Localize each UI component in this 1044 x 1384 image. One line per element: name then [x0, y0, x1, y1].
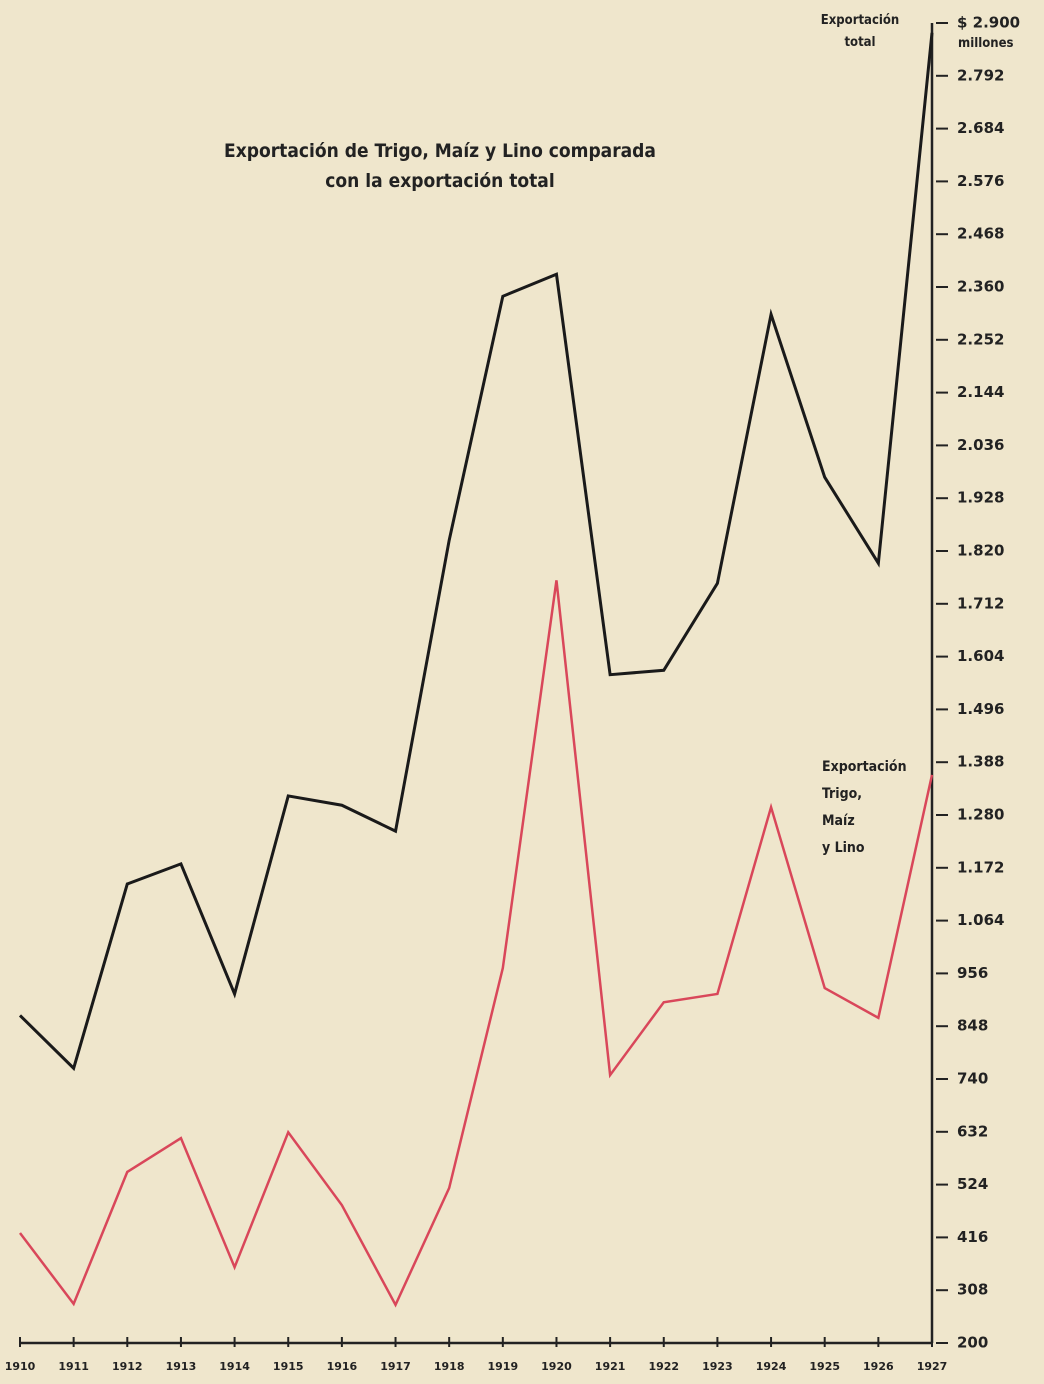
- y-tick-label: 848: [957, 1017, 988, 1035]
- x-tick-label: 1914: [219, 1360, 250, 1373]
- y-tick-label: 524: [957, 1175, 988, 1193]
- y-tick-label: 1.388: [957, 753, 1004, 771]
- y-tick-label: 2.576: [957, 172, 1004, 190]
- y-tick-label: 308: [957, 1281, 988, 1299]
- y-tick-label: 2.036: [957, 436, 1004, 454]
- y-tick-label: 1.604: [957, 647, 1004, 665]
- y-tick-label: 1.496: [957, 700, 1004, 718]
- y-tick-label: 1.820: [957, 542, 1004, 560]
- x-tick-label: 1927: [917, 1360, 948, 1373]
- x-tick-label: 1923: [702, 1360, 733, 1373]
- x-tick-label: 1911: [58, 1360, 89, 1373]
- y-tick-label: 632: [957, 1122, 988, 1140]
- x-tick-label: 1912: [112, 1360, 143, 1373]
- y-tick-label: 2.252: [957, 330, 1004, 348]
- y-tick-label: 1.172: [957, 858, 1004, 876]
- y-tick-label: 2.792: [957, 66, 1004, 84]
- y-tick-label: 2.684: [957, 119, 1004, 137]
- x-tick-label: 1922: [648, 1360, 679, 1373]
- x-tick-label: 1920: [541, 1360, 572, 1373]
- y-tick-label: 416: [957, 1228, 988, 1246]
- x-tick-label: 1924: [756, 1360, 787, 1373]
- x-tick-label: 1926: [863, 1360, 894, 1373]
- y-axis-unit: millones: [958, 36, 1014, 51]
- y-tick-label: 1.928: [957, 489, 1004, 507]
- y-tick-label: 2.360: [957, 278, 1004, 296]
- data-line: [18, 32, 934, 1072]
- x-tick-label: 1925: [809, 1360, 840, 1373]
- x-tick-label: 1915: [273, 1360, 304, 1373]
- legend-label: Exportación total: [820, 13, 900, 50]
- y-tick-label: 2.144: [957, 383, 1004, 401]
- y-tick-label: 1.064: [957, 911, 1004, 929]
- data-line: [19, 580, 934, 1308]
- y-tick-label: 956: [957, 964, 988, 982]
- x-tick-label: 1921: [595, 1360, 626, 1373]
- chart-title: Exportación de Trigo, Maíz y Lino compar…: [224, 140, 656, 192]
- x-tick-label: 1916: [327, 1360, 358, 1373]
- y-tick-label: 1.280: [957, 806, 1004, 824]
- x-tick-label: 1917: [380, 1360, 411, 1373]
- y-tick-label: 2.468: [957, 225, 1004, 243]
- y-tick-label: 740: [957, 1070, 988, 1088]
- x-tick-label: 1918: [434, 1360, 465, 1373]
- x-tick-label: 1913: [166, 1360, 197, 1373]
- y-tick-label: $ 2.900: [957, 14, 1020, 32]
- x-tick-label: 1919: [488, 1360, 519, 1373]
- legend-label: Exportación Trigo, Maíz y Lino: [822, 759, 907, 856]
- x-tick-label: 1910: [5, 1360, 36, 1373]
- y-tick-label: 200: [957, 1334, 988, 1352]
- y-tick-label: 1.712: [957, 594, 1004, 612]
